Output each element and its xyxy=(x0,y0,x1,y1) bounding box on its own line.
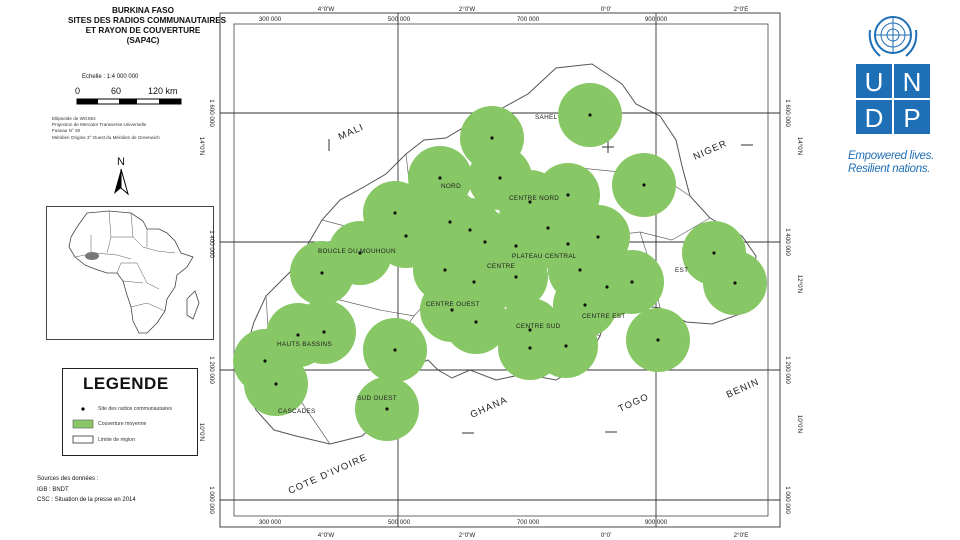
region-labels: SAHEL NORD CENTRE NORD BOUCLE DU MOUHOUN… xyxy=(277,114,688,415)
svg-text:700 000: 700 000 xyxy=(517,519,540,526)
projection-notes: Ellipsoïde de WGS84 Projection de Mercat… xyxy=(52,116,160,141)
svg-text:1 600 000: 1 600 000 xyxy=(784,99,791,127)
north-arrow-icon xyxy=(114,168,129,196)
svg-text:500 000: 500 000 xyxy=(388,519,411,526)
top-grid-labels: 300 000 4°0'W 500 000 2°0'W 700 000 0°0'… xyxy=(259,6,749,23)
legend-region-limit-swatch xyxy=(72,435,94,444)
legend-item-sites: Site des radios communautaires xyxy=(98,406,173,412)
svg-text:2°0'E: 2°0'E xyxy=(734,6,749,13)
svg-text:2°0'W: 2°0'W xyxy=(459,532,476,539)
undp-tagline: Empowered lives. Resilient nations. xyxy=(848,150,958,176)
svg-text:10°0'N: 10°0'N xyxy=(796,415,803,433)
sources-heading: Sources des données : xyxy=(37,476,99,482)
region-label-boucle-du-mouhoun: BOUCLE DU MOUHOUN xyxy=(318,248,396,255)
region-label-centre-nord: CENTRE NORD xyxy=(509,195,559,202)
map-outer-frame xyxy=(219,12,781,528)
undp-letter-n: N xyxy=(903,67,922,97)
svg-text:1 200 000: 1 200 000 xyxy=(784,356,791,384)
country-label-ghana: GHANA xyxy=(469,395,510,421)
svg-text:0°0': 0°0' xyxy=(601,6,612,13)
svg-text:2°0'E: 2°0'E xyxy=(734,532,749,539)
legend-site-symbol xyxy=(81,407,85,411)
region-label-est: EST xyxy=(675,267,688,274)
radio-sites xyxy=(263,113,737,411)
title-line-4: (SAP4C) xyxy=(126,36,160,45)
africa-map xyxy=(68,210,200,334)
region-label-hauts-bassins: HAUTS BASSINS xyxy=(277,341,332,348)
undp-logo: U N D P xyxy=(856,16,930,134)
un-emblem-icon xyxy=(868,16,918,57)
svg-text:4°0'W: 4°0'W xyxy=(318,6,335,13)
projection-note-1: Ellipsoïde de WGS84 xyxy=(52,116,96,121)
svg-text:300 000: 300 000 xyxy=(259,519,282,526)
undp-letter-p: P xyxy=(903,103,920,133)
undp-tagline-line-2: Resilient nations. xyxy=(848,163,931,175)
map-inner-frame xyxy=(233,23,769,517)
legend-coverage-swatch xyxy=(72,419,94,429)
data-sources: Sources des données : IGB : BNDT CSC : S… xyxy=(37,474,136,506)
region-label-sud-ouest: SUD OUEST xyxy=(357,395,397,402)
burkina-faso-highlight xyxy=(85,252,99,260)
svg-text:14°0'N: 14°0'N xyxy=(198,137,205,155)
title-line-3: ET RAYON DE COUVERTURE xyxy=(85,26,201,35)
svg-text:1 000 000: 1 000 000 xyxy=(784,486,791,514)
svg-text:1 400 000: 1 400 000 xyxy=(208,230,215,258)
svg-text:2°0'W: 2°0'W xyxy=(459,6,476,13)
legend-symbols xyxy=(72,407,94,444)
svg-text:1 600 000: 1 600 000 xyxy=(208,99,215,127)
scale-label: Echelle : 1:4 000 000 xyxy=(82,74,139,80)
undp-letter-d: D xyxy=(865,103,884,133)
svg-text:0°0': 0°0' xyxy=(601,532,612,539)
bottom-grid-labels: 300 000 4°0'W 500 000 2°0'W 700 000 0°0'… xyxy=(259,519,749,539)
svg-text:500 000: 500 000 xyxy=(388,16,411,23)
africa-locator-inset xyxy=(46,206,214,340)
svg-text:900 000: 900 000 xyxy=(645,519,668,526)
legend-title: LEGENDE xyxy=(83,374,169,393)
region-label-plateau-central: PLATEAU CENTRAL xyxy=(512,253,577,260)
region-label-nord: NORD xyxy=(441,183,461,190)
svg-text:14°0'N: 14°0'N xyxy=(796,137,803,155)
projection-note-4: Méridien Origine 3° Ouest du Méridien de… xyxy=(52,134,160,140)
region-label-centre-est: CENTRE EST xyxy=(582,313,625,320)
svg-text:1 200 000: 1 200 000 xyxy=(208,356,215,384)
country-label-niger: NIGER xyxy=(692,138,729,163)
svg-text:12°0'N: 12°0'N xyxy=(796,275,803,293)
scale-tick-60: 60 xyxy=(111,86,122,96)
legend-item-coverage: Couverture moyenne xyxy=(98,421,147,427)
title-line-2: SITES DES RADIOS COMMUNAUTAIRES xyxy=(68,16,227,25)
region-label-sahel: SAHEL xyxy=(535,114,558,121)
country-label-cote-divoire: COTE D'IVOIRE xyxy=(287,452,370,497)
region-label-cascades: CASCADES xyxy=(278,408,316,415)
region-label-centre: CENTRE xyxy=(487,263,515,270)
region-label-centre-sud: CENTRE SUD xyxy=(516,323,561,330)
map-title: BURKINA FASO SITES DES RADIOS COMMUNAUTA… xyxy=(68,6,227,46)
svg-text:900 000: 900 000 xyxy=(645,16,668,23)
scale-tick-0: 0 xyxy=(75,86,81,96)
country-label-mali: MALI xyxy=(337,122,366,143)
sources-line-1: IGB : BNDT xyxy=(37,486,69,493)
svg-text:700 000: 700 000 xyxy=(517,16,540,23)
scale-bar xyxy=(76,98,182,105)
legend-item-region-limit: Limite de région xyxy=(98,437,135,443)
region-label-centre-ouest: CENTRE OUEST xyxy=(426,301,480,308)
left-grid-labels: 1 600 000 14°0'N 1 400 000 1 200 000 10°… xyxy=(198,99,215,514)
sources-line-2: CSC : Situation de la presse en 2014 xyxy=(37,497,136,503)
country-label-togo: TOGO xyxy=(617,391,651,414)
svg-text:1 400 000: 1 400 000 xyxy=(784,228,791,256)
right-grid-labels: 1 600 000 14°0'N 1 400 000 12°0'N 1 200 … xyxy=(784,99,803,514)
svg-text:4°0'W: 4°0'W xyxy=(318,532,335,539)
country-label-benin: BENIN xyxy=(725,376,761,400)
undp-tagline-line-1: Empowered lives. xyxy=(848,150,934,162)
svg-text:300 000: 300 000 xyxy=(259,16,282,23)
projection-note-3: Fuseau N° 30 xyxy=(52,128,81,134)
scale-tick-120: 120 km xyxy=(148,86,178,96)
undp-letter-u: U xyxy=(865,67,884,97)
svg-text:1 000 000: 1 000 000 xyxy=(208,486,215,514)
title-line-1: BURKINA FASO xyxy=(111,6,174,15)
projection-note-2: Projection de Mercator Transverse Univer… xyxy=(52,122,147,128)
north-label: N xyxy=(117,156,125,168)
svg-text:10°0'N: 10°0'N xyxy=(198,423,205,441)
